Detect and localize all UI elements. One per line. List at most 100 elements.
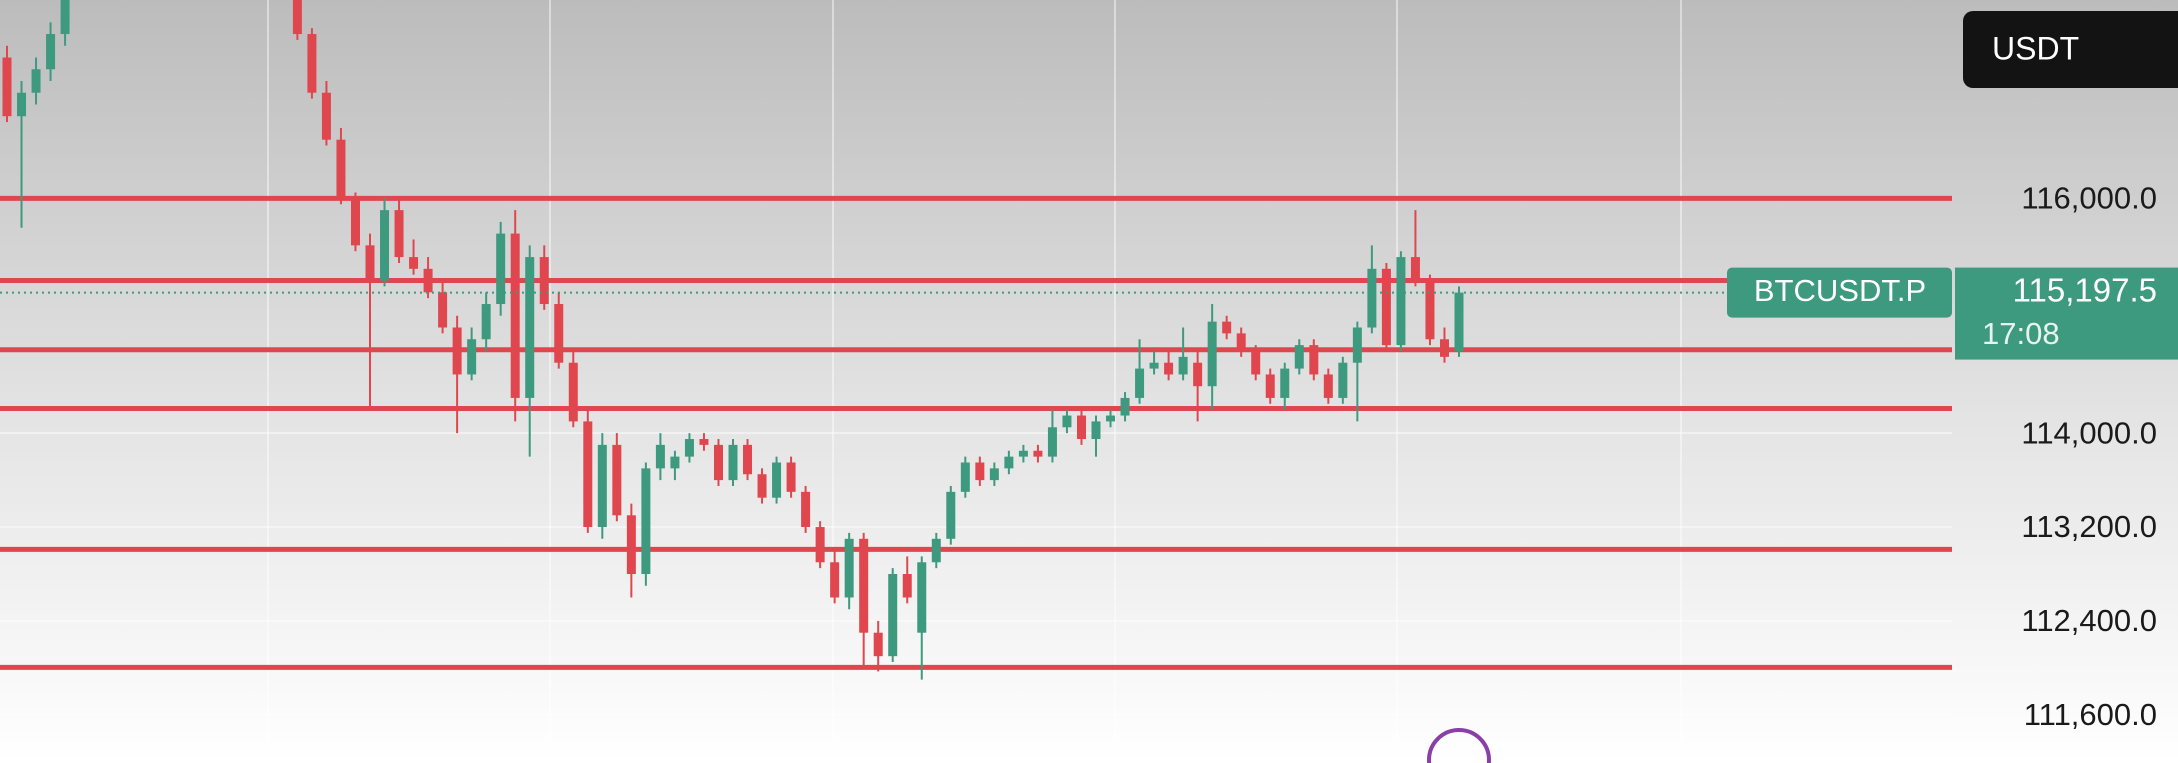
y-tick-label: 113,200.0 bbox=[2021, 509, 2157, 544]
candle-body bbox=[670, 456, 680, 469]
candle-body bbox=[46, 34, 56, 70]
candle-body bbox=[336, 139, 346, 199]
candle-body bbox=[1135, 368, 1145, 398]
candles bbox=[2, 0, 1464, 680]
candle-body bbox=[917, 562, 927, 633]
candle-body bbox=[626, 515, 636, 575]
currency-button[interactable] bbox=[1963, 11, 2178, 88]
candle-body bbox=[1352, 327, 1362, 363]
candle-body bbox=[612, 444, 622, 516]
candle-body bbox=[1004, 456, 1014, 469]
candle-body bbox=[1091, 421, 1101, 440]
candle-body bbox=[1294, 345, 1304, 369]
candle-body bbox=[1178, 356, 1188, 375]
y-tick-label: 114,000.0 bbox=[2021, 415, 2157, 450]
candle-body bbox=[1164, 362, 1174, 375]
last-price-label: 115,197.5 bbox=[2013, 271, 2157, 308]
candle-body bbox=[1367, 268, 1377, 328]
candle-body bbox=[960, 462, 970, 492]
candle-body bbox=[31, 69, 41, 93]
candle-body bbox=[946, 491, 956, 539]
currency-label[interactable]: USDT bbox=[1992, 30, 2079, 66]
countdown-label: 17:08 bbox=[1982, 316, 2060, 351]
candle-body bbox=[554, 304, 564, 363]
candle-body bbox=[1207, 321, 1217, 387]
candle-body bbox=[655, 444, 665, 469]
candle-body bbox=[292, 0, 302, 35]
candle-body bbox=[830, 562, 840, 598]
candle-body bbox=[757, 474, 767, 498]
candle-body bbox=[1439, 339, 1449, 357]
candle-body bbox=[1047, 427, 1057, 457]
candle-body bbox=[452, 327, 462, 375]
price-axis: 111,600.0 112,400.0 113,200.0 114,000.0 116,… bbox=[2021, 181, 2157, 732]
candle-body bbox=[1236, 333, 1246, 351]
candle-body bbox=[772, 462, 782, 498]
candle-body bbox=[597, 444, 607, 528]
candle-body bbox=[568, 362, 578, 422]
candle-body bbox=[815, 527, 825, 563]
candle-body bbox=[743, 444, 753, 475]
candle-body bbox=[510, 233, 520, 398]
candle-body bbox=[365, 245, 375, 281]
candle-body bbox=[438, 292, 448, 328]
candle-body bbox=[1323, 374, 1333, 398]
candle-body bbox=[1106, 415, 1116, 422]
candle-body bbox=[801, 491, 811, 528]
candle-body bbox=[888, 574, 898, 657]
last-price-marker: BTCUSDT.P 115,197.5 17:08 bbox=[1727, 267, 2178, 360]
candle-body bbox=[17, 92, 27, 117]
candle-body bbox=[307, 34, 317, 93]
candle-body bbox=[1193, 362, 1203, 387]
candle-body bbox=[1410, 257, 1420, 281]
candle-body bbox=[496, 233, 506, 305]
candle-body bbox=[844, 538, 854, 598]
candle-body bbox=[786, 462, 796, 492]
candle-body bbox=[409, 257, 419, 269]
candle-body bbox=[859, 538, 869, 633]
candle-body bbox=[583, 421, 593, 528]
candle-body bbox=[321, 92, 331, 140]
candle-body bbox=[728, 444, 738, 481]
candle-body bbox=[394, 210, 404, 258]
candle-body bbox=[931, 538, 941, 563]
candle-body bbox=[1076, 415, 1086, 440]
y-tick-label: 111,600.0 bbox=[2024, 697, 2157, 732]
candle-body bbox=[1062, 415, 1072, 428]
candle-body bbox=[1338, 362, 1348, 398]
candle-body bbox=[350, 198, 360, 246]
candle-body bbox=[1381, 268, 1391, 346]
candle-body bbox=[1149, 362, 1159, 369]
candle-body bbox=[60, 0, 70, 35]
candle-body bbox=[1251, 350, 1261, 375]
candle-body bbox=[873, 632, 883, 657]
y-tick-label: 112,400.0 bbox=[2021, 603, 2157, 638]
candle-body bbox=[2, 57, 12, 117]
candle-body bbox=[699, 439, 709, 445]
candle-body bbox=[641, 468, 651, 575]
levels bbox=[0, 195, 1952, 670]
candle-body bbox=[1425, 280, 1435, 340]
candle-body bbox=[1120, 397, 1130, 416]
symbol-label: BTCUSDT.P bbox=[1754, 273, 1926, 308]
candle-body bbox=[423, 268, 433, 293]
candle-body bbox=[1280, 368, 1290, 398]
symbol-box bbox=[1727, 267, 1952, 318]
price-box bbox=[1955, 267, 2178, 360]
badge-icon bbox=[1427, 728, 1491, 763]
candle-body bbox=[1033, 450, 1043, 457]
candle-body bbox=[902, 574, 912, 598]
candle-body bbox=[1309, 345, 1319, 375]
candle-body bbox=[975, 462, 985, 481]
candle-body bbox=[1265, 374, 1275, 398]
candle-body bbox=[1396, 257, 1406, 346]
candle-body bbox=[525, 257, 535, 398]
y-tick-label: 116,000.0 bbox=[2021, 181, 2157, 216]
candle-body bbox=[539, 257, 549, 305]
candle-body bbox=[1222, 321, 1232, 334]
candle-body bbox=[989, 468, 999, 481]
candle-body bbox=[380, 210, 390, 281]
candle-body bbox=[713, 444, 723, 481]
candle-body bbox=[1454, 292, 1464, 351]
